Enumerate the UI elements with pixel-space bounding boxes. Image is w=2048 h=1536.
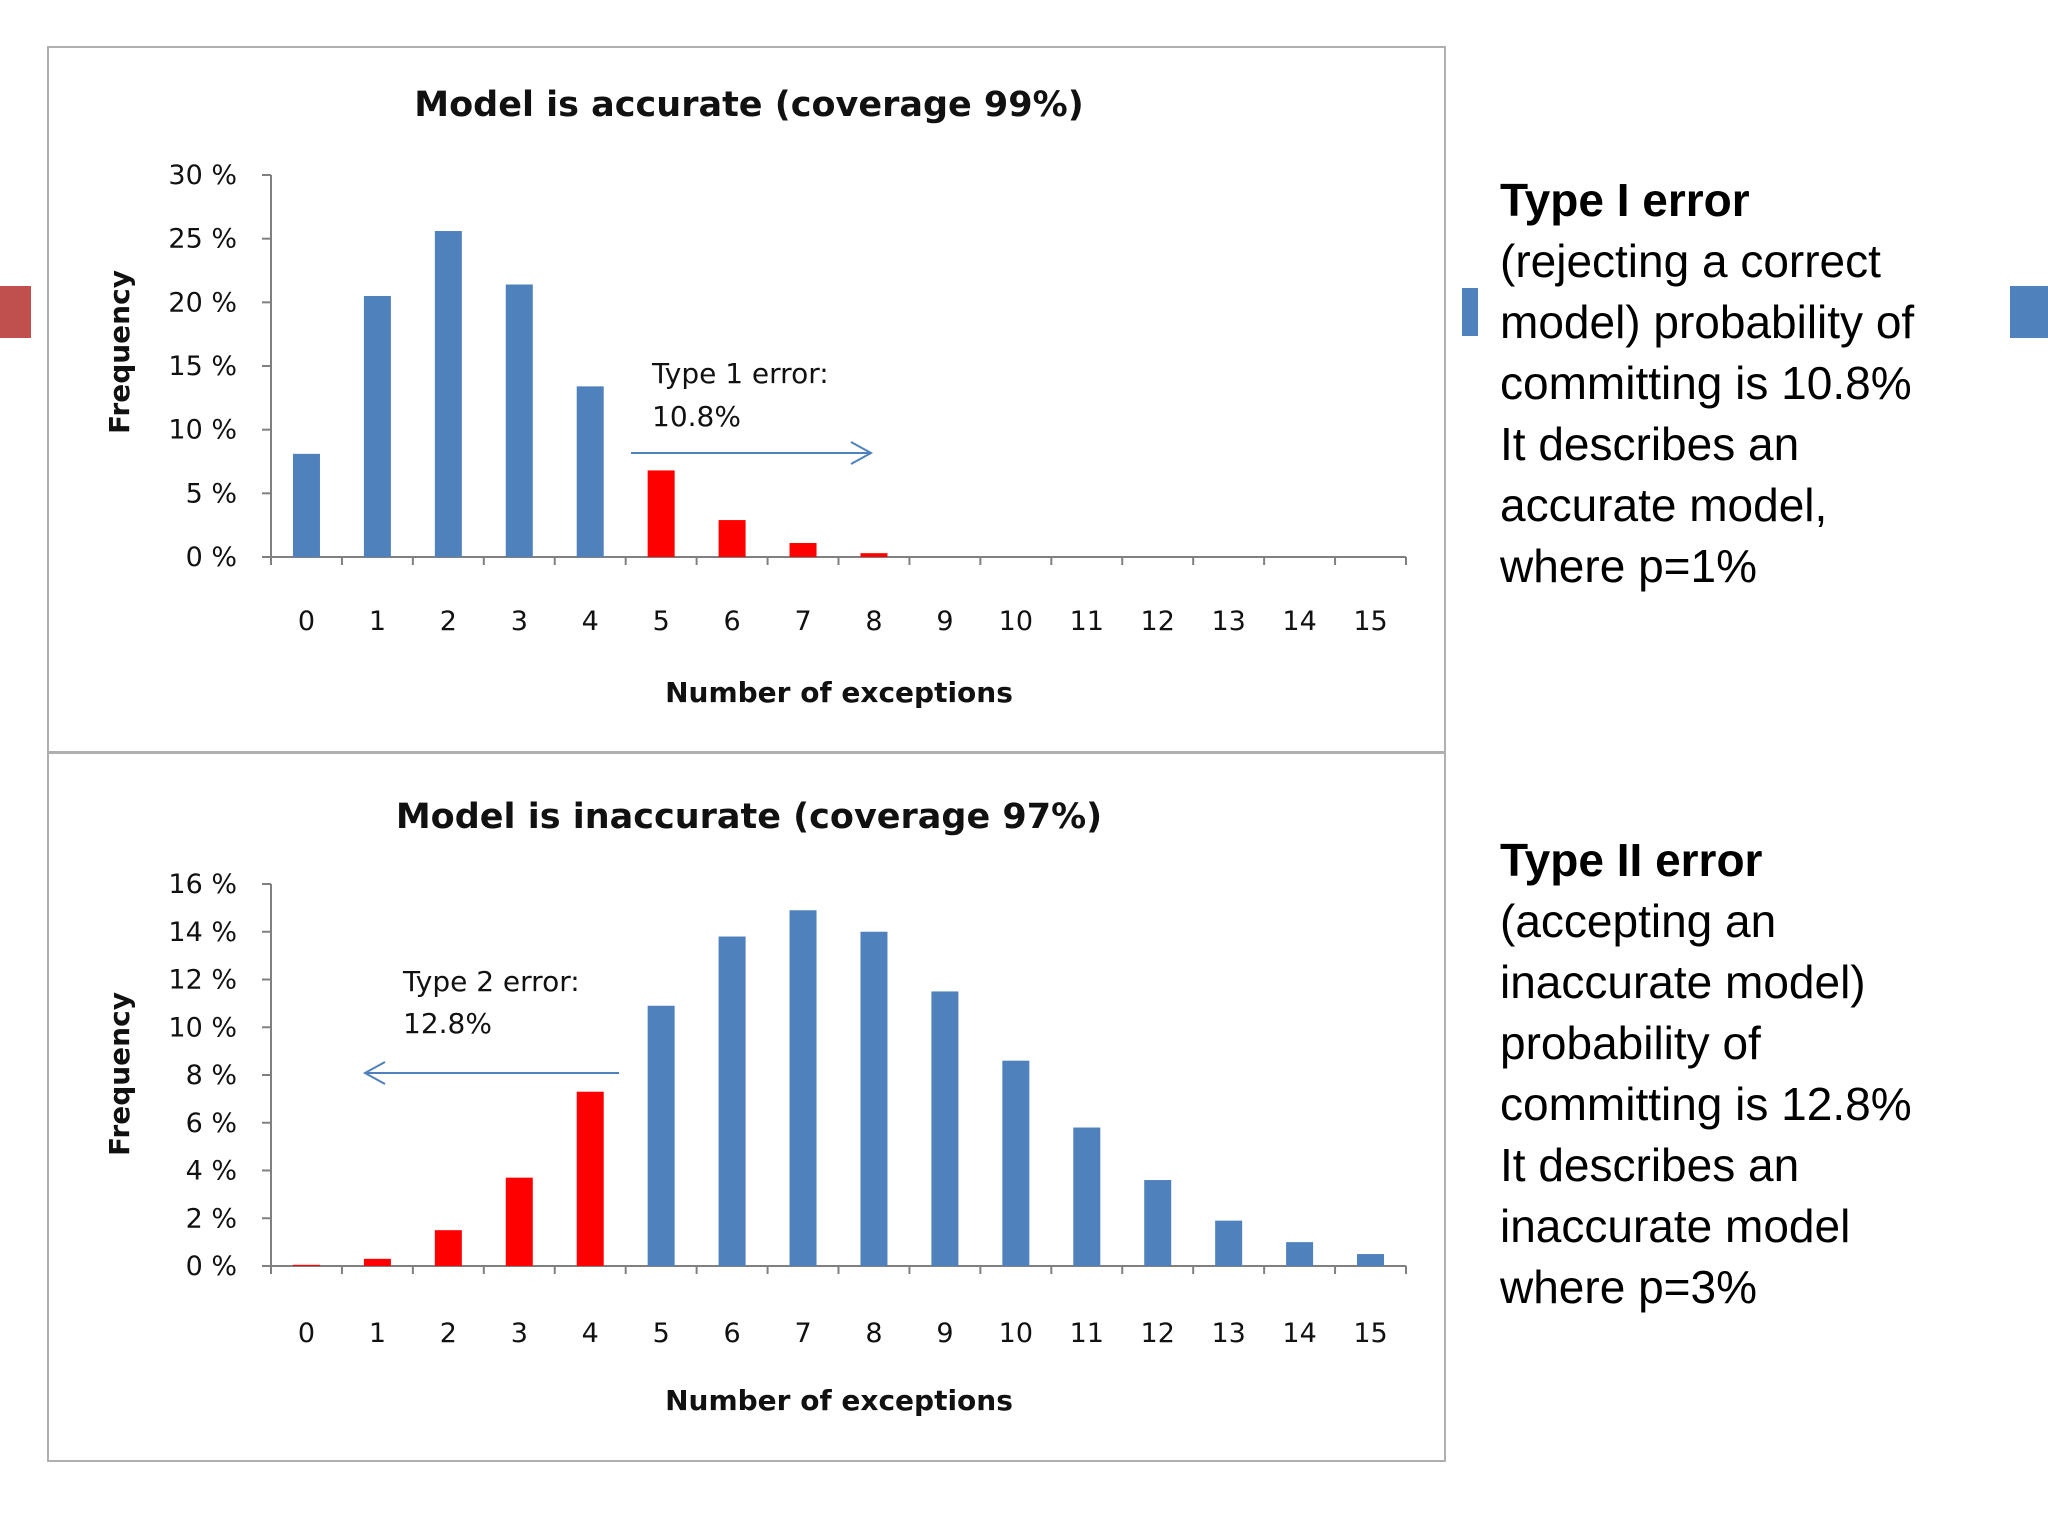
chart-inaccurate: Model is inaccurate (coverage 97%) Frequ…	[103, 797, 1407, 1417]
bar-0	[292, 453, 320, 557]
x-tick-label: 9	[936, 606, 953, 637]
x-tick-label: 14	[1282, 1318, 1316, 1349]
y-tick-label: 16 %	[168, 869, 237, 900]
x-tick-label: 2	[440, 606, 457, 637]
bar-5	[647, 470, 675, 557]
bar-0	[292, 1264, 320, 1266]
x-tick-label: 4	[582, 1318, 599, 1349]
chart-accurate: Model is accurate (coverage 99%) Frequen…	[103, 85, 1407, 709]
bar-3	[505, 1177, 533, 1266]
annotation-line-1: Type 2 error:	[402, 965, 580, 998]
bar-6	[718, 520, 746, 557]
y-tick-label: 6 %	[186, 1108, 237, 1139]
bar-8	[860, 553, 888, 557]
x-tick-label: 12	[1141, 606, 1175, 637]
x-tick-label: 14	[1282, 606, 1316, 637]
x-tick-label: 4	[582, 606, 599, 637]
y-axis-label: Frequency	[103, 270, 136, 434]
x-tick-label: 10	[999, 606, 1033, 637]
y-tick-label: 10 %	[168, 1012, 237, 1043]
bar-8	[860, 931, 888, 1266]
y-tick-label: 10 %	[168, 415, 237, 446]
left-red-marker	[0, 286, 31, 338]
x-tick-label: 1	[369, 1318, 386, 1349]
bar-2	[434, 1230, 462, 1266]
bar-14	[1286, 1242, 1314, 1266]
bar-9	[931, 991, 959, 1266]
annotation-arrow	[362, 1061, 619, 1085]
x-tick-label: 1	[369, 606, 386, 637]
bar-4	[576, 386, 604, 557]
x-tick-label: 5	[653, 606, 670, 637]
x-tick-label: 0	[298, 606, 315, 637]
y-tick-label: 0 %	[186, 542, 237, 573]
bar-13	[1215, 1220, 1243, 1266]
x-tick-label: 6	[724, 606, 741, 637]
y-tick-label: 4 %	[186, 1156, 237, 1187]
y-tick-label: 12 %	[168, 965, 237, 996]
bar-15	[1357, 1254, 1385, 1266]
x-tick-label: 7	[794, 606, 811, 637]
x-tick-label: 5	[653, 1318, 670, 1349]
type-2-error-heading: Type II error	[1500, 834, 1763, 886]
bar-3	[505, 284, 533, 557]
x-tick-label: 11	[1070, 1318, 1104, 1349]
y-tick-label: 20 %	[168, 287, 237, 318]
x-axis-label: Number of exceptions	[665, 1384, 1013, 1417]
x-tick-label: 10	[999, 1318, 1033, 1349]
chart-title: Model is accurate (coverage 99%)	[414, 85, 1083, 125]
x-tick-label: 3	[511, 606, 528, 637]
y-tick-label: 14 %	[168, 917, 237, 948]
annotation-arrow	[631, 441, 874, 465]
type-2-error-description: Type II error (accepting an inaccurate m…	[1500, 830, 2020, 1318]
x-tick-label: 7	[794, 1318, 811, 1349]
x-tick-label: 13	[1211, 1318, 1245, 1349]
x-axis-label: Number of exceptions	[665, 676, 1013, 709]
chart-panel-accurate: Model is accurate (coverage 99%) Frequen…	[47, 46, 1446, 753]
x-tick-label: 3	[511, 1318, 528, 1349]
bar-1	[363, 1258, 391, 1266]
annotation-line-2: 10.8%	[652, 400, 741, 433]
bar-1	[363, 295, 391, 557]
y-axis-label: Frequency	[103, 992, 136, 1156]
bar-10	[1002, 1060, 1030, 1266]
x-tick-label: 6	[724, 1318, 741, 1349]
annotation-line-2: 12.8%	[403, 1007, 492, 1040]
y-tick-label: 0 %	[186, 1251, 237, 1282]
x-tick-label: 13	[1211, 606, 1245, 637]
type-1-error-heading: Type I error	[1500, 174, 1750, 226]
x-tick-label: 8	[865, 606, 882, 637]
bar-12	[1144, 1180, 1172, 1266]
y-tick-label: 30 %	[168, 160, 237, 191]
x-tick-label: 11	[1070, 606, 1104, 637]
y-tick-label: 2 %	[186, 1203, 237, 1234]
bar-5	[647, 1005, 675, 1266]
annotation-line-1: Type 1 error:	[651, 357, 829, 390]
x-tick-label: 15	[1353, 1318, 1387, 1349]
x-tick-label: 0	[298, 1318, 315, 1349]
y-tick-label: 15 %	[168, 351, 237, 382]
type-1-error-description: Type I error (rejecting a correct model)…	[1500, 170, 2020, 597]
bar-11	[1073, 1127, 1101, 1266]
x-tick-label: 2	[440, 1318, 457, 1349]
right-blue-marker	[2010, 286, 2048, 338]
chart-panel-inaccurate: Model is inaccurate (coverage 97%) Frequ…	[47, 752, 1446, 1462]
y-tick-label: 25 %	[168, 224, 237, 255]
bar-4	[576, 1091, 604, 1266]
type-1-error-body: (rejecting a correct model) probability …	[1500, 235, 1915, 592]
y-tick-label: 5 %	[186, 478, 237, 509]
bar-7	[789, 542, 817, 557]
x-tick-label: 12	[1141, 1318, 1175, 1349]
bar-7	[789, 910, 817, 1266]
y-tick-label: 8 %	[186, 1060, 237, 1091]
type-2-error-body: (accepting an inaccurate model) probabil…	[1500, 895, 1912, 1313]
x-tick-label: 15	[1353, 606, 1387, 637]
chart-title: Model is inaccurate (coverage 97%)	[396, 797, 1102, 837]
x-tick-label: 8	[865, 1318, 882, 1349]
x-tick-label: 9	[936, 1318, 953, 1349]
bar-6	[718, 936, 746, 1266]
bullet-marker	[1462, 288, 1478, 336]
bar-2	[434, 231, 462, 557]
